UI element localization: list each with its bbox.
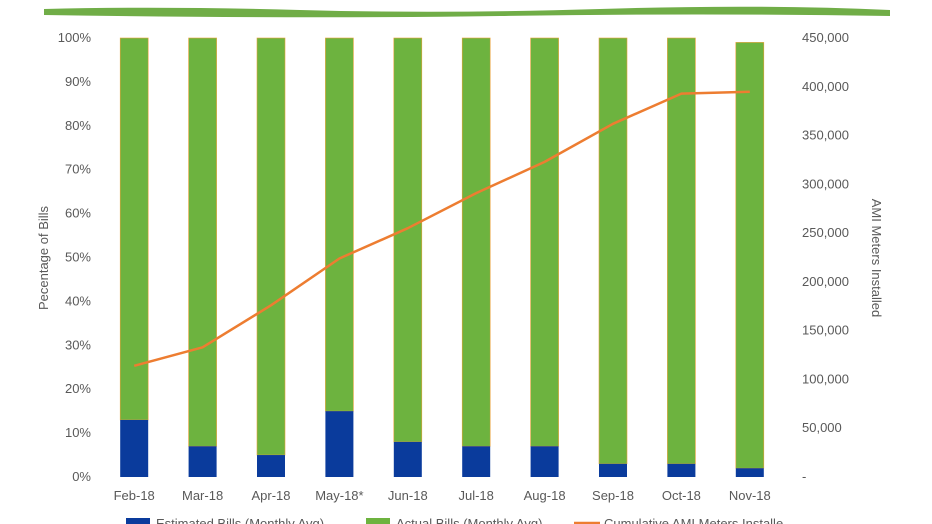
top-band — [44, 6, 890, 18]
left-tick-label: 60% — [65, 206, 91, 221]
bar-actual — [667, 37, 696, 465]
bar-actual — [393, 37, 423, 443]
x-tick-label: Jul-18 — [458, 488, 493, 503]
left-tick-label: 70% — [65, 162, 91, 177]
left-tick-label: 20% — [65, 381, 91, 396]
left-tick-label: 30% — [65, 337, 91, 352]
left-tick-label: 10% — [65, 425, 91, 440]
right-tick-label: 350,000 — [802, 128, 849, 143]
bar-estimated — [530, 446, 559, 477]
right-axis-ticks: - 50,000 100,000 150,000 200,000 250,000 300,0… — [802, 30, 849, 484]
bar-actual — [735, 42, 765, 469]
bar-actual — [256, 37, 286, 456]
left-tick-label: 80% — [65, 118, 91, 133]
line-ami-meters — [133, 90, 750, 368]
left-tick-label: 0% — [72, 469, 91, 484]
x-tick-label: Nov-18 — [729, 488, 771, 503]
bar-actual — [325, 37, 354, 412]
bar-actual — [188, 37, 217, 447]
bar-estimated — [325, 411, 354, 477]
bar-estimated — [735, 468, 764, 477]
x-tick-label: Jun-18 — [388, 488, 428, 503]
legend-label: Cumulative AMI Meters Installe — [604, 516, 783, 524]
right-tick-label: 150,000 — [802, 323, 849, 338]
bar-estimated — [188, 446, 217, 477]
bar-actual — [530, 37, 559, 447]
left-tick-label: 40% — [65, 293, 91, 308]
right-axis-title: AMI Meters Installed — [869, 199, 884, 318]
bars-group — [119, 37, 765, 477]
left-tick-label: 90% — [65, 74, 91, 89]
x-tick-label: Aug-18 — [524, 488, 566, 503]
right-tick-label: 50,000 — [802, 420, 842, 435]
bar-estimated — [393, 441, 422, 477]
bar-actual — [598, 37, 628, 465]
bar-estimated — [667, 463, 696, 477]
left-axis-ticks: 0% 10% 20% 30% 40% 50% 60% 70% 80% 90% 100% — [58, 30, 92, 484]
right-tick-label: 200,000 — [802, 274, 849, 289]
right-tick-label: 100,000 — [802, 371, 849, 386]
x-tick-label: Apr-18 — [251, 488, 290, 503]
right-tick-label: 450,000 — [802, 30, 849, 45]
legend-swatch — [366, 518, 390, 524]
bar-estimated — [599, 463, 627, 477]
x-tick-label: May-18* — [315, 488, 363, 503]
left-tick-label: 50% — [65, 250, 91, 265]
legend-label: Actual Bills (Monthly Avg) — [396, 516, 542, 524]
right-tick-label: 400,000 — [802, 79, 849, 94]
right-tick-label: 300,000 — [802, 176, 849, 191]
left-tick-label: 100% — [58, 30, 92, 45]
left-axis-title: Pecentage of Bills — [36, 205, 51, 310]
right-tick-label: - — [802, 469, 806, 484]
x-tick-label: Mar-18 — [182, 488, 223, 503]
bar-actual — [119, 37, 149, 421]
bar-estimated — [462, 446, 491, 477]
line-layer — [133, 90, 750, 368]
right-tick-label: 250,000 — [802, 225, 849, 240]
legend-swatch — [126, 518, 150, 524]
x-axis-ticks: Feb-18 Mar-18 Apr-18 May-18* Jun-18 Jul-18 Aug… — [114, 488, 771, 503]
bar-estimated — [257, 455, 285, 477]
bar-estimated — [120, 419, 149, 477]
legend-label: Estimated Bills (Monthly Avg) — [156, 516, 324, 524]
x-tick-label: Oct-18 — [662, 488, 701, 503]
x-tick-label: Feb-18 — [114, 488, 155, 503]
legend: Estimated Bills (Monthly Avg) Actual Bill… — [126, 516, 783, 524]
bar-actual — [461, 37, 491, 447]
x-tick-label: Sep-18 — [592, 488, 634, 503]
